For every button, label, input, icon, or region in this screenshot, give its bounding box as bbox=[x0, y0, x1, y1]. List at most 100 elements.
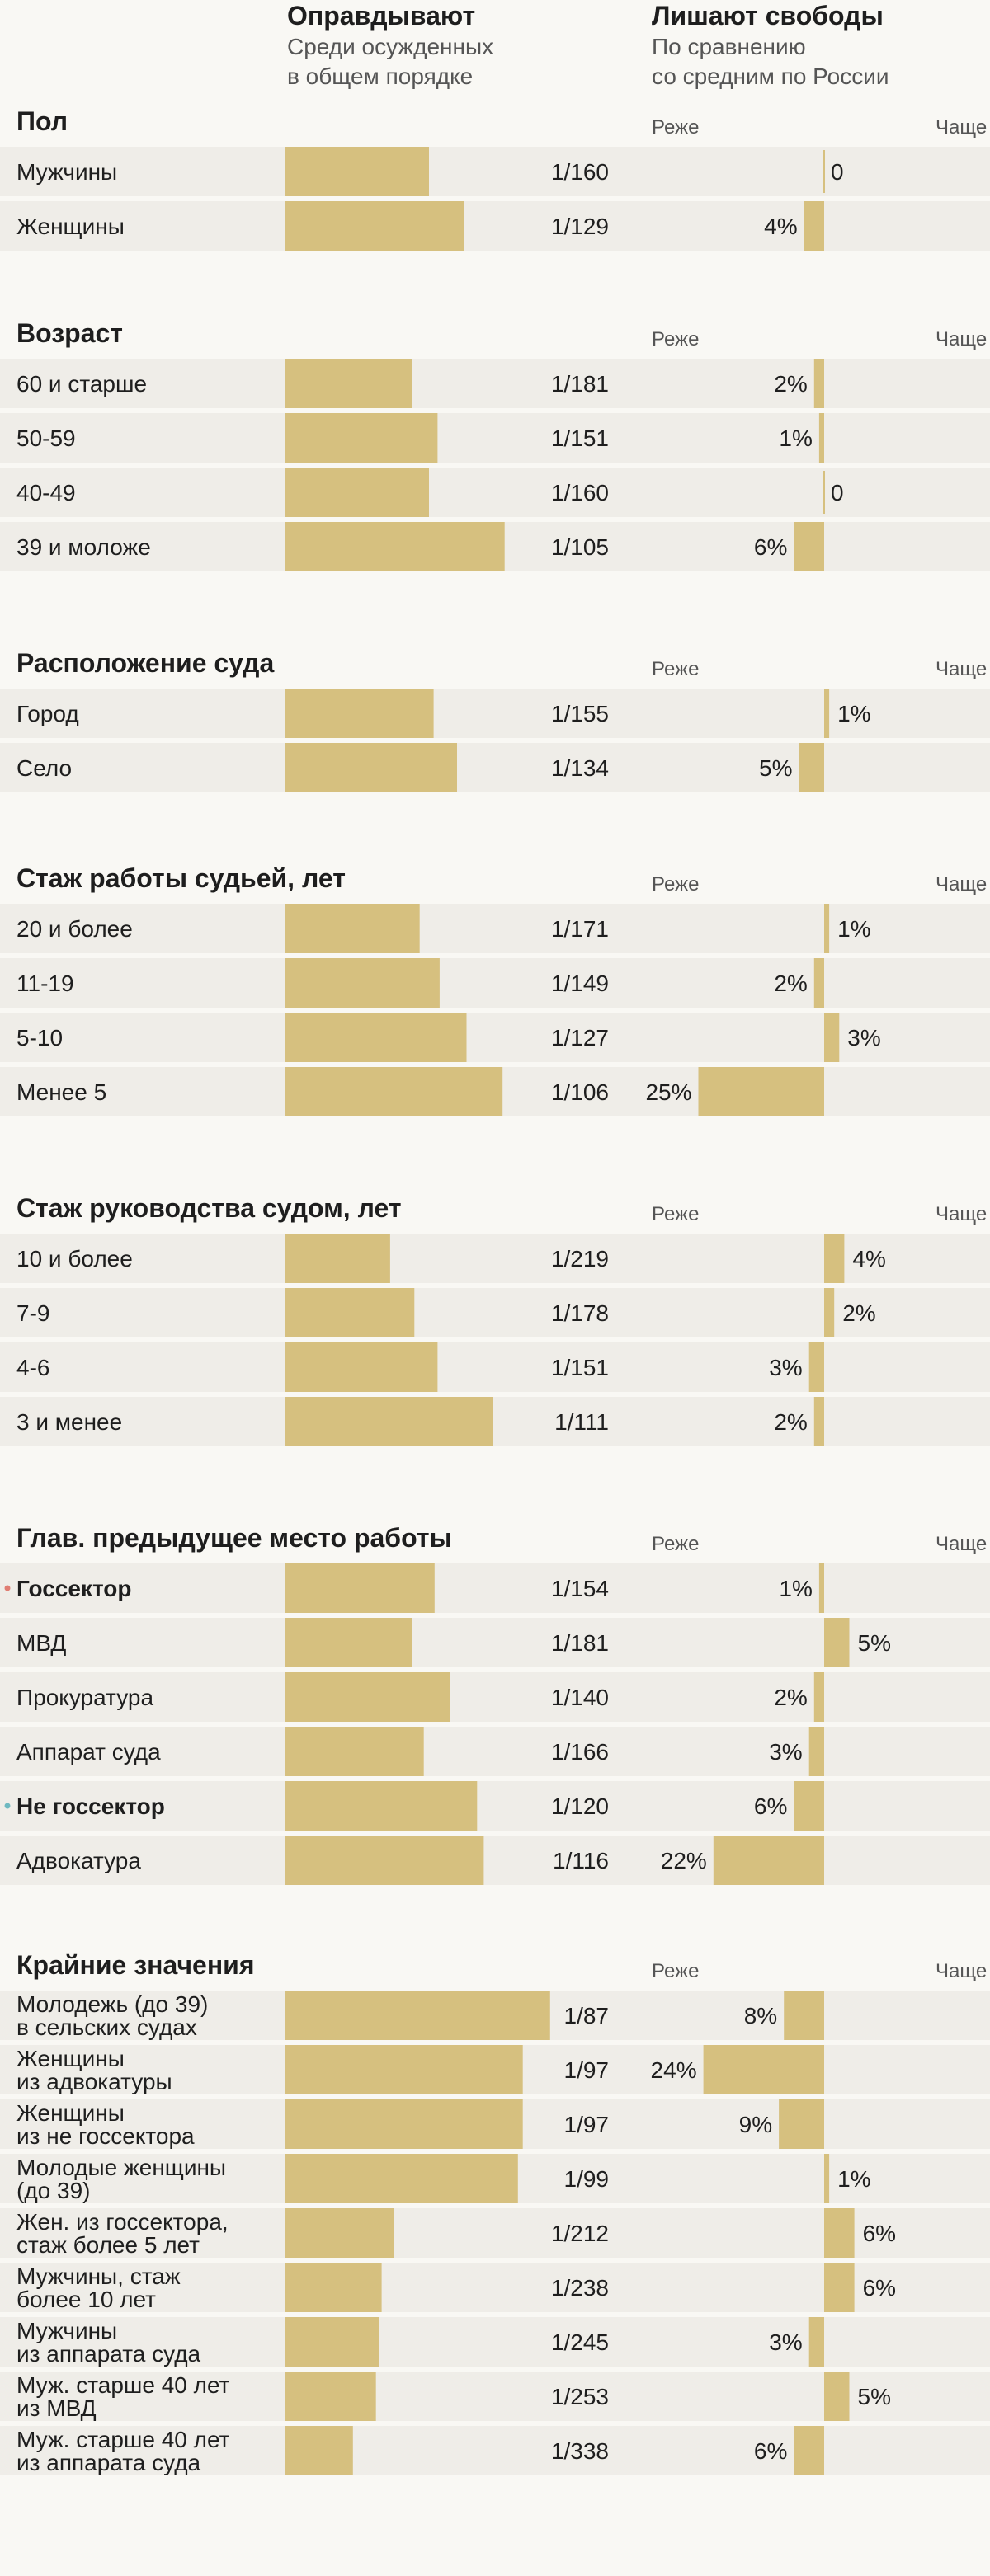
acquittal-value: 1/219 bbox=[551, 1246, 609, 1272]
prison-bar bbox=[794, 1781, 824, 1831]
acquittal-value: 1/127 bbox=[551, 1025, 609, 1051]
prison-bar bbox=[698, 1067, 824, 1116]
row-label-line-1: Молодежь (до 39) bbox=[16, 1991, 208, 2017]
row-label-line-2: более 10 лет bbox=[16, 2287, 156, 2312]
acquittal-bar bbox=[285, 743, 457, 792]
section-2: Расположение суда Реже Чаще Город 1/155 1% Сел… bbox=[0, 648, 990, 792]
table-row: 7-9 1/178 2% bbox=[0, 1288, 990, 1337]
acquittal-value: 1/149 bbox=[551, 971, 609, 996]
prison-value: 6% bbox=[754, 2438, 787, 2464]
section-4: Стаж руководства судом, лет Реже Чаще 10 и … bbox=[0, 1193, 990, 1446]
less-often-label: Реже bbox=[652, 328, 699, 350]
acquittal-value: 1/166 bbox=[551, 1739, 609, 1765]
row-label-line-1: Жен. из госсектора, bbox=[16, 2209, 229, 2235]
section-title: Глав. предыдущее место работы bbox=[16, 1523, 452, 1553]
row-label-line-2: из адвокатуры bbox=[16, 2069, 172, 2094]
less-often-label: Реже bbox=[652, 1203, 699, 1225]
table-row: 10 и более 1/219 4% bbox=[0, 1234, 990, 1283]
acquittal-value: 1/253 bbox=[551, 2384, 609, 2409]
prison-value: 2% bbox=[774, 1685, 807, 1710]
prison-bar bbox=[779, 2099, 824, 2149]
table-row: Молодые женщины(до 39) 1/99 1% bbox=[0, 2154, 990, 2203]
table-row: 40-49 1/160 0 bbox=[0, 468, 990, 517]
acquittal-value: 1/134 bbox=[551, 755, 609, 781]
acquittal-value: 1/245 bbox=[551, 2329, 609, 2355]
acquittal-column-subtitle-2: в общем порядке bbox=[287, 63, 473, 89]
section-title: Стаж работы судьей, лет bbox=[16, 863, 346, 893]
row-label: 40-49 bbox=[16, 480, 76, 505]
acquittal-bar bbox=[285, 1342, 438, 1392]
acquittal-bar bbox=[285, 1234, 390, 1283]
acquittal-value: 1/338 bbox=[551, 2438, 609, 2464]
table-row: 4-6 1/151 3% bbox=[0, 1342, 990, 1392]
acquittal-bar bbox=[285, 2317, 380, 2367]
prison-value: 5% bbox=[858, 1630, 891, 1656]
row-label-line-1: Молодые женщины bbox=[16, 2155, 226, 2180]
acquittal-value: 1/106 bbox=[551, 1079, 609, 1105]
row-label-line-1: Женщины bbox=[16, 2046, 125, 2071]
acquittal-column-subtitle-1: Среди осужденных bbox=[287, 34, 493, 59]
acquittal-bar bbox=[285, 2426, 353, 2475]
section-title: Пол bbox=[16, 106, 68, 136]
more-often-label: Чаще bbox=[936, 116, 987, 139]
row-background bbox=[0, 1781, 990, 1831]
row-label: 5-10 bbox=[16, 1025, 63, 1051]
prison-value: 0 bbox=[831, 159, 844, 185]
row-background bbox=[0, 413, 990, 463]
prison-bar bbox=[824, 689, 830, 738]
table-row: Аппарат суда 1/166 3% bbox=[0, 1727, 990, 1776]
prison-value: 25% bbox=[645, 1079, 691, 1105]
acquittal-bar bbox=[285, 1836, 484, 1885]
acquittal-value: 1/155 bbox=[551, 701, 609, 726]
row-label: МВД bbox=[16, 1630, 66, 1656]
acquittal-bar bbox=[285, 1727, 424, 1776]
prison-value: 4% bbox=[852, 1246, 885, 1272]
row-label: Село bbox=[16, 755, 72, 781]
section-title: Возраст bbox=[16, 318, 123, 348]
table-row: 60 и старше 1/181 2% bbox=[0, 359, 990, 408]
row-label: Госсектор bbox=[16, 1576, 132, 1601]
row-background bbox=[0, 1727, 990, 1776]
row-label: Не госсектор bbox=[16, 1793, 165, 1819]
prison-value: 24% bbox=[651, 2057, 697, 2083]
acquittal-bar bbox=[285, 1618, 412, 1667]
row-background bbox=[0, 359, 990, 408]
prison-bar bbox=[824, 1234, 845, 1283]
row-label: 50-59 bbox=[16, 425, 76, 451]
table-row: Менее 5 1/106 25% bbox=[0, 1067, 990, 1116]
acquittal-bar bbox=[285, 2045, 523, 2094]
acquittal-bar bbox=[285, 201, 464, 251]
row-label-line-1: Мужчины, стаж bbox=[16, 2263, 181, 2289]
more-often-label: Чаще bbox=[936, 328, 987, 350]
prison-bar bbox=[824, 2263, 855, 2312]
acquittal-value: 1/140 bbox=[551, 1685, 609, 1710]
prison-value: 1% bbox=[779, 1576, 812, 1601]
table-row: 5-10 1/127 3% bbox=[0, 1013, 990, 1062]
table-row: Жен. из госсектора,стаж более 5 лет 1/212… bbox=[0, 2208, 990, 2258]
row-label: Женщины bbox=[16, 214, 125, 239]
row-label: 11-19 bbox=[16, 971, 74, 996]
less-often-label: Реже bbox=[652, 1533, 699, 1555]
acquittal-value: 1/160 bbox=[551, 159, 609, 185]
prison-bar bbox=[808, 1342, 824, 1392]
row-label-line-2: из аппарата суда bbox=[16, 2450, 201, 2475]
acquittal-value: 1/238 bbox=[551, 2275, 609, 2301]
prison-column-title: Лишают свободы bbox=[652, 1, 884, 31]
acquittal-bar bbox=[285, 958, 440, 1008]
acquittal-value: 1/105 bbox=[551, 534, 609, 560]
acquittal-bar bbox=[285, 1288, 415, 1337]
prison-bar bbox=[799, 743, 824, 792]
prison-value: 3% bbox=[847, 1025, 880, 1051]
section-6: Крайние значения Реже Чаще Молодежь (до 39)… bbox=[0, 1950, 990, 2475]
prison-bar bbox=[824, 1288, 835, 1337]
prison-bar bbox=[813, 958, 824, 1008]
acquittal-bar bbox=[285, 2208, 394, 2258]
row-label-line-2: (до 39) bbox=[16, 2178, 90, 2203]
row-background bbox=[0, 1563, 990, 1613]
teal-marker-dot bbox=[4, 1803, 11, 1809]
table-row: Адвокатура 1/116 22% bbox=[0, 1836, 990, 1885]
